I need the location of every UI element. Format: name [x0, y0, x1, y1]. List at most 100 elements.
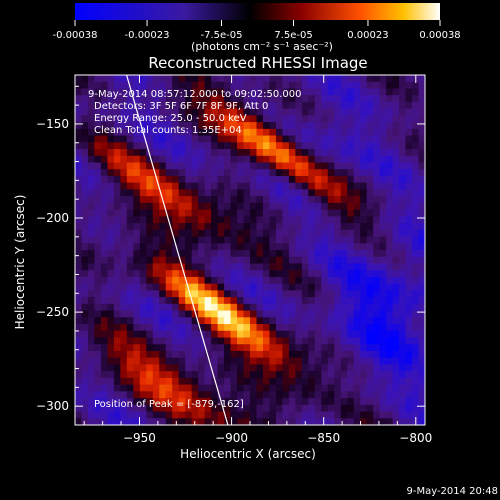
- heatmap-cell: [405, 377, 413, 386]
- heatmap-cell: [405, 250, 413, 258]
- heatmap-cell: [120, 404, 128, 412]
- heatmap-cell: [269, 276, 277, 285]
- heatmap-cell: [327, 155, 335, 163]
- heatmap-cell: [224, 209, 231, 217]
- heatmap-cell: [314, 122, 322, 130]
- heatmap-cell: [250, 155, 257, 163]
- heatmap-cell: [308, 216, 316, 224]
- heatmap-cell: [269, 122, 277, 130]
- heatmap-cell: [405, 95, 413, 103]
- heatmap-cell: [288, 310, 296, 318]
- heatmap-cell: [295, 155, 303, 163]
- heatmap-cell: [100, 101, 108, 110]
- heatmap-cell: [288, 95, 296, 103]
- heatmap-cell: [120, 357, 128, 365]
- heatmap-cell: [360, 115, 368, 123]
- heatmap-cell: [107, 135, 115, 143]
- heatmap-cell: [224, 344, 231, 352]
- heatmap-cell: [81, 371, 89, 379]
- heatmap-cell: [347, 115, 355, 123]
- heatmap-cell: [379, 317, 387, 325]
- heatmap-cell: [152, 216, 160, 224]
- heatmap-cell: [282, 330, 290, 338]
- heatmap-cell: [405, 290, 413, 298]
- heatmap-cell: [120, 115, 128, 123]
- heatmap-cell: [373, 81, 381, 89]
- heatmap-cell: [81, 162, 89, 170]
- heatmap-cell: [243, 418, 251, 425]
- heatmap-cell: [418, 337, 425, 345]
- heatmap-cell: [262, 250, 270, 258]
- heatmap-cell: [366, 283, 374, 291]
- heatmap-cell: [399, 270, 406, 278]
- heatmap-cell: [172, 324, 180, 332]
- heatmap-cell: [87, 398, 95, 406]
- heatmap-cell: [224, 189, 231, 197]
- heatmap-cell: [237, 371, 244, 379]
- heatmap-cell: [340, 108, 348, 116]
- heatmap-cell: [185, 182, 193, 190]
- heatmap-cell: [159, 95, 167, 103]
- heatmap-cell: [165, 270, 173, 278]
- heatmap-cell: [224, 270, 231, 278]
- heatmap-cell: [75, 263, 82, 271]
- heatmap-cell: [288, 297, 296, 305]
- heatmap-cell: [185, 223, 193, 231]
- heatmap-cell: [301, 270, 309, 278]
- heatmap-cell: [275, 75, 283, 83]
- heatmap-cell: [282, 364, 290, 372]
- heatmap-cell: [314, 398, 322, 406]
- heatmap-cell: [204, 357, 212, 365]
- heatmap-cell: [243, 303, 251, 311]
- heatmap-cell: [405, 122, 413, 130]
- heatmap-cell: [191, 303, 199, 311]
- heatmap-cell: [392, 377, 400, 386]
- heatmap-cell: [230, 250, 238, 258]
- heatmap-cell: [198, 263, 206, 271]
- heatmap-cell: [347, 101, 355, 110]
- heatmap-cell: [288, 357, 296, 365]
- heatmap-cell: [139, 202, 147, 211]
- heatmap-cell: [146, 202, 154, 211]
- heatmap-cell: [321, 371, 329, 379]
- heatmap-cell: [185, 418, 193, 425]
- heatmap-cell: [360, 135, 368, 143]
- heatmap-cell: [113, 142, 121, 150]
- y-tick-label: −300: [36, 399, 69, 413]
- heatmap-cell: [224, 81, 231, 89]
- heatmap-cell: [178, 276, 186, 285]
- heatmap-cell: [399, 310, 406, 318]
- heatmap-cell: [146, 404, 154, 412]
- heatmap-cell: [243, 162, 251, 170]
- heatmap-cell: [217, 243, 225, 251]
- heatmap-cell: [75, 108, 82, 116]
- heatmap-cell: [373, 209, 381, 217]
- heatmap-cell: [379, 344, 387, 352]
- heatmap-cell: [204, 202, 212, 211]
- heatmap-cell: [347, 391, 355, 399]
- heatmap-cell: [237, 364, 244, 372]
- heatmap-cell: [275, 115, 283, 123]
- heatmap-cell: [282, 142, 290, 150]
- heatmap-cell: [386, 115, 393, 123]
- heatmap-cell: [75, 303, 82, 311]
- heatmap-cell: [224, 391, 231, 399]
- heatmap-cell: [230, 344, 238, 352]
- heatmap-cell: [321, 384, 329, 392]
- heatmap-cell: [87, 391, 95, 399]
- heatmap-cell: [185, 155, 193, 163]
- heatmap-cell: [230, 350, 238, 359]
- heatmap-cell: [256, 297, 264, 305]
- heatmap-cell: [133, 75, 141, 83]
- heatmap-cell: [126, 263, 134, 271]
- heatmap-cell: [217, 169, 225, 177]
- heatmap-cell: [366, 236, 374, 244]
- heatmap-cell: [321, 270, 329, 278]
- colorbar-tick-label: -0.00023: [125, 30, 170, 41]
- heatmap-cell: [224, 182, 231, 190]
- heatmap-cell: [87, 337, 95, 345]
- heatmap-cell: [172, 357, 180, 365]
- heatmap-cell: [178, 310, 186, 318]
- heatmap-cell: [405, 344, 413, 352]
- heatmap-cell: [107, 256, 115, 264]
